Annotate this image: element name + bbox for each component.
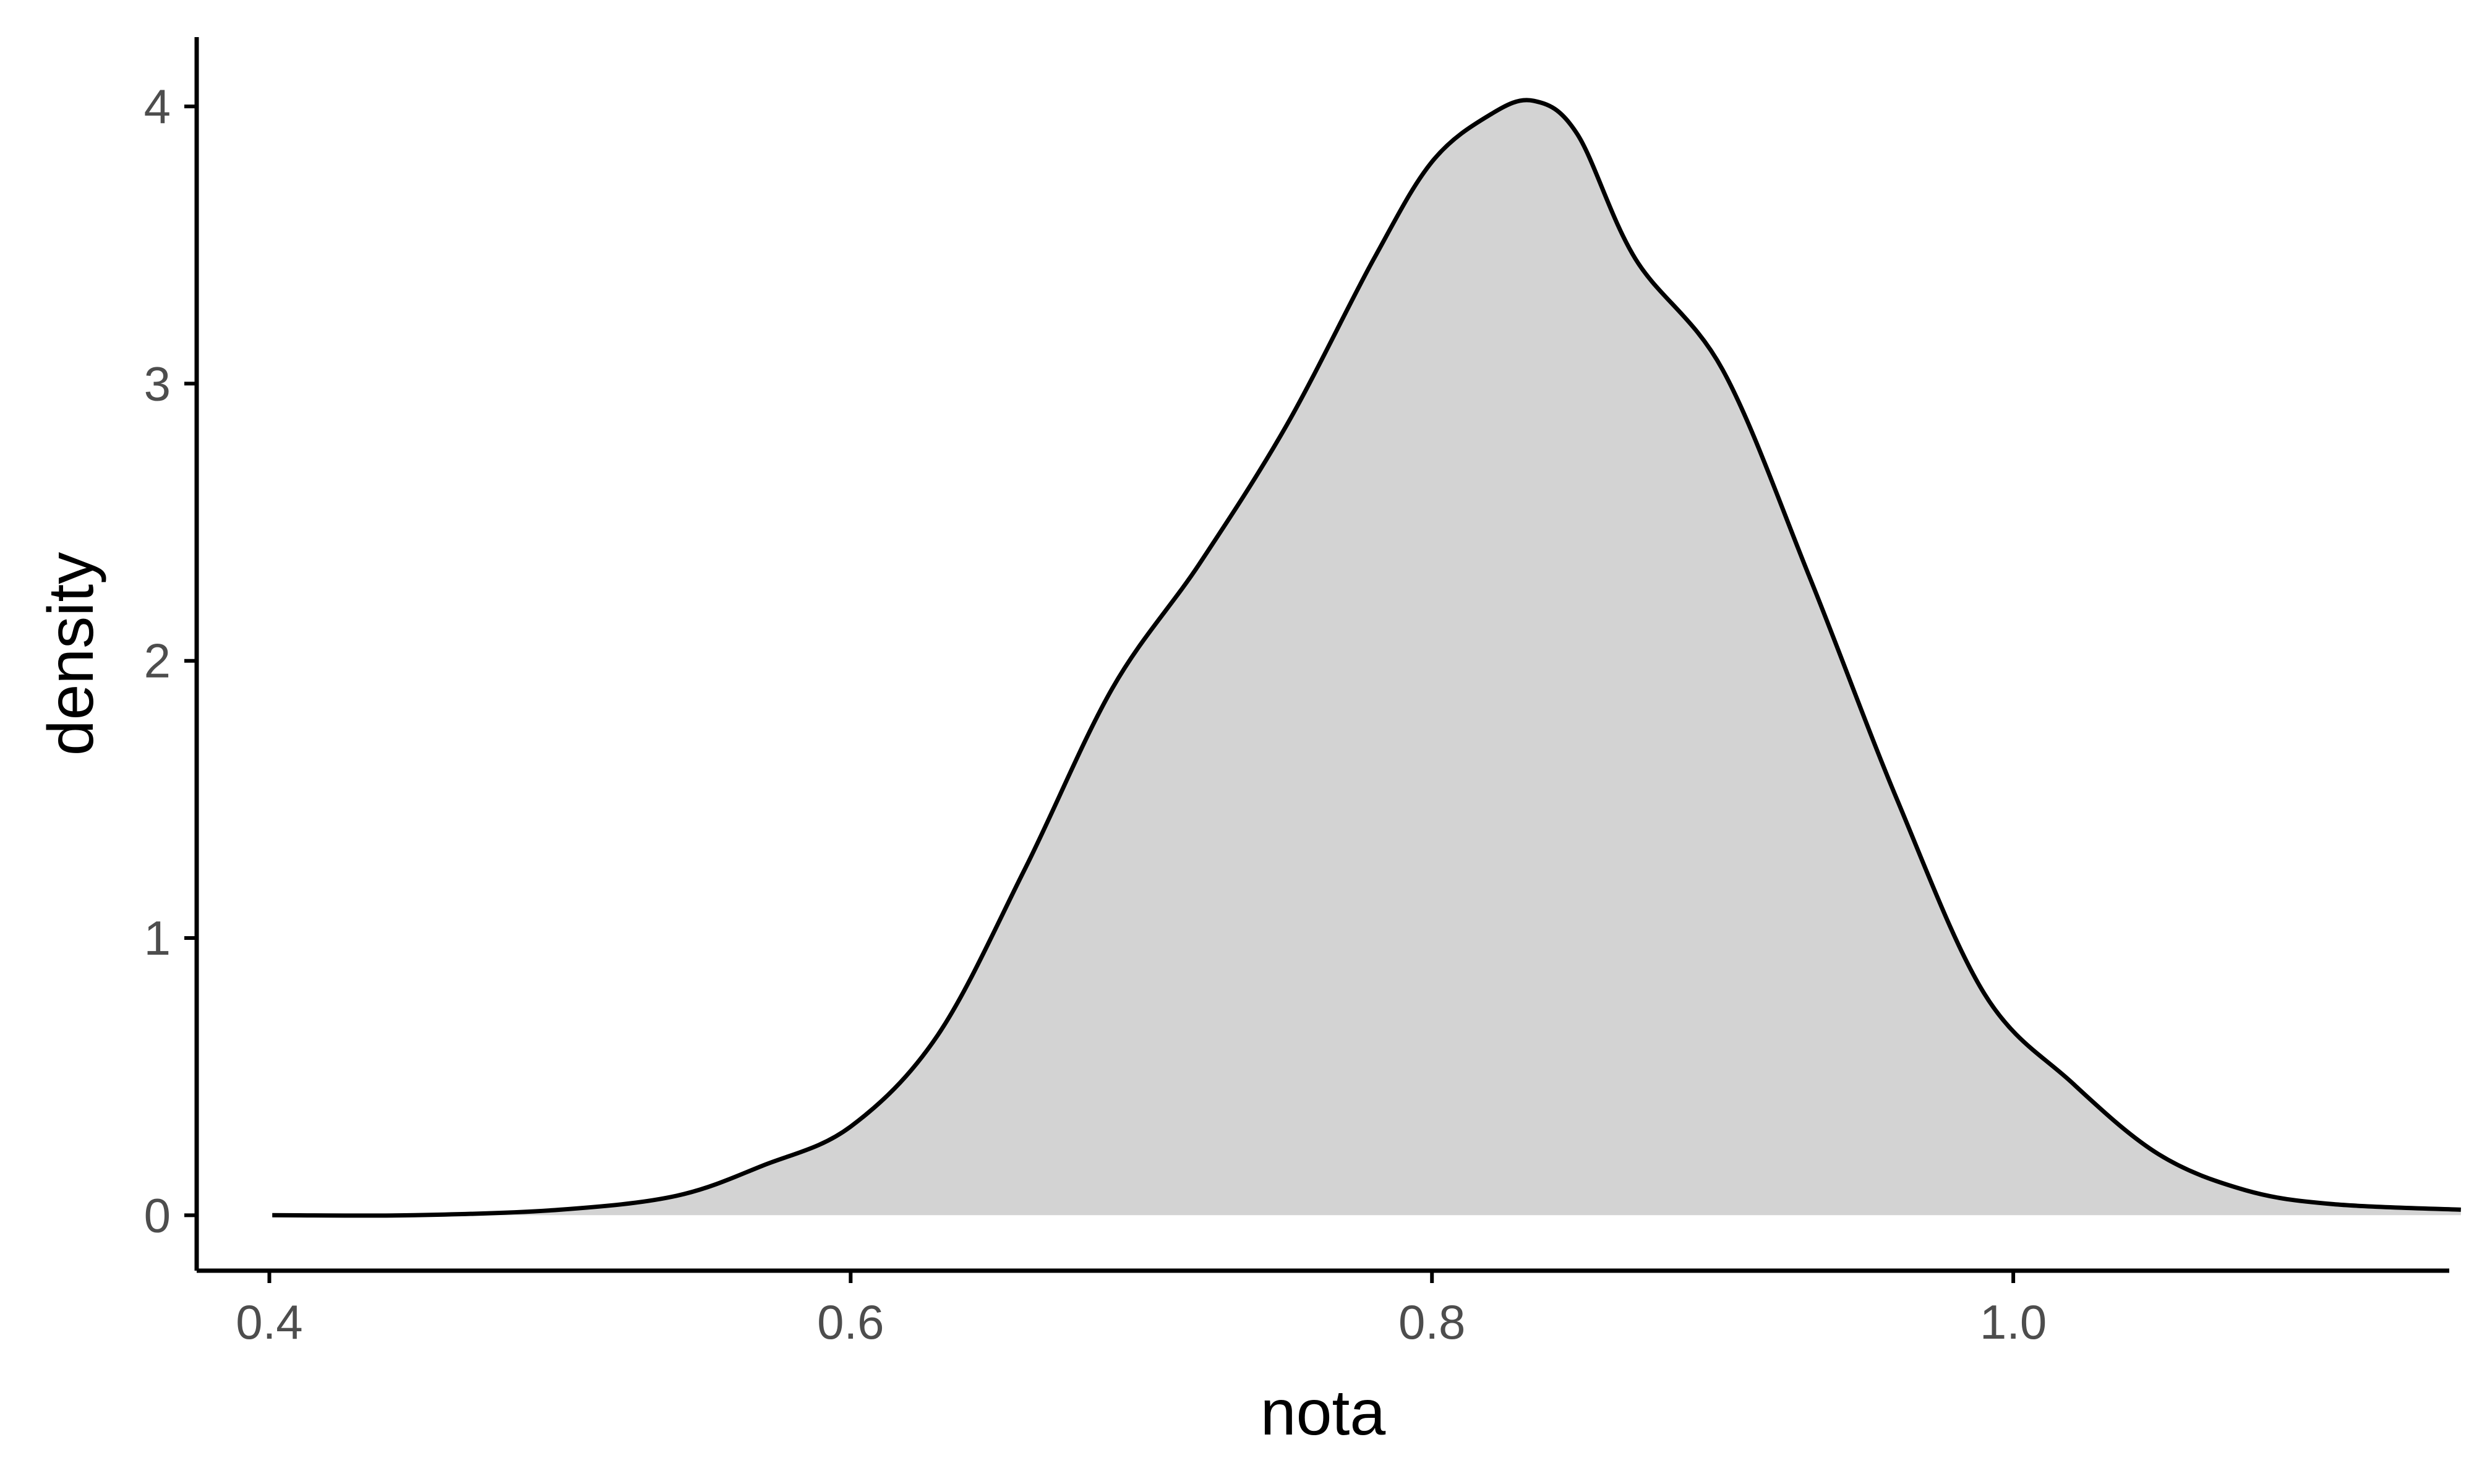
- y-tick-label: 4: [144, 79, 171, 134]
- y-axis-ticks: 0 1 2 3 4: [144, 79, 197, 1242]
- x-tick-label: 0.6: [817, 1295, 884, 1349]
- y-tick-label: 1: [144, 911, 171, 965]
- y-tick-label: 3: [144, 356, 171, 411]
- x-axis-ticks: 0.4 0.6 0.8 1.0: [236, 1271, 2047, 1349]
- x-axis-title: nota: [1261, 1377, 1386, 1449]
- y-tick-label: 2: [144, 634, 171, 688]
- y-tick-label: 0: [144, 1188, 171, 1242]
- density-area-fill: [272, 100, 2461, 1216]
- density-curve: [272, 98, 2461, 1218]
- x-tick-label: 1.0: [1980, 1295, 2047, 1349]
- x-tick-label: 0.4: [236, 1295, 302, 1349]
- x-tick-label: 0.8: [1398, 1295, 1465, 1349]
- y-axis-title: density: [35, 552, 107, 756]
